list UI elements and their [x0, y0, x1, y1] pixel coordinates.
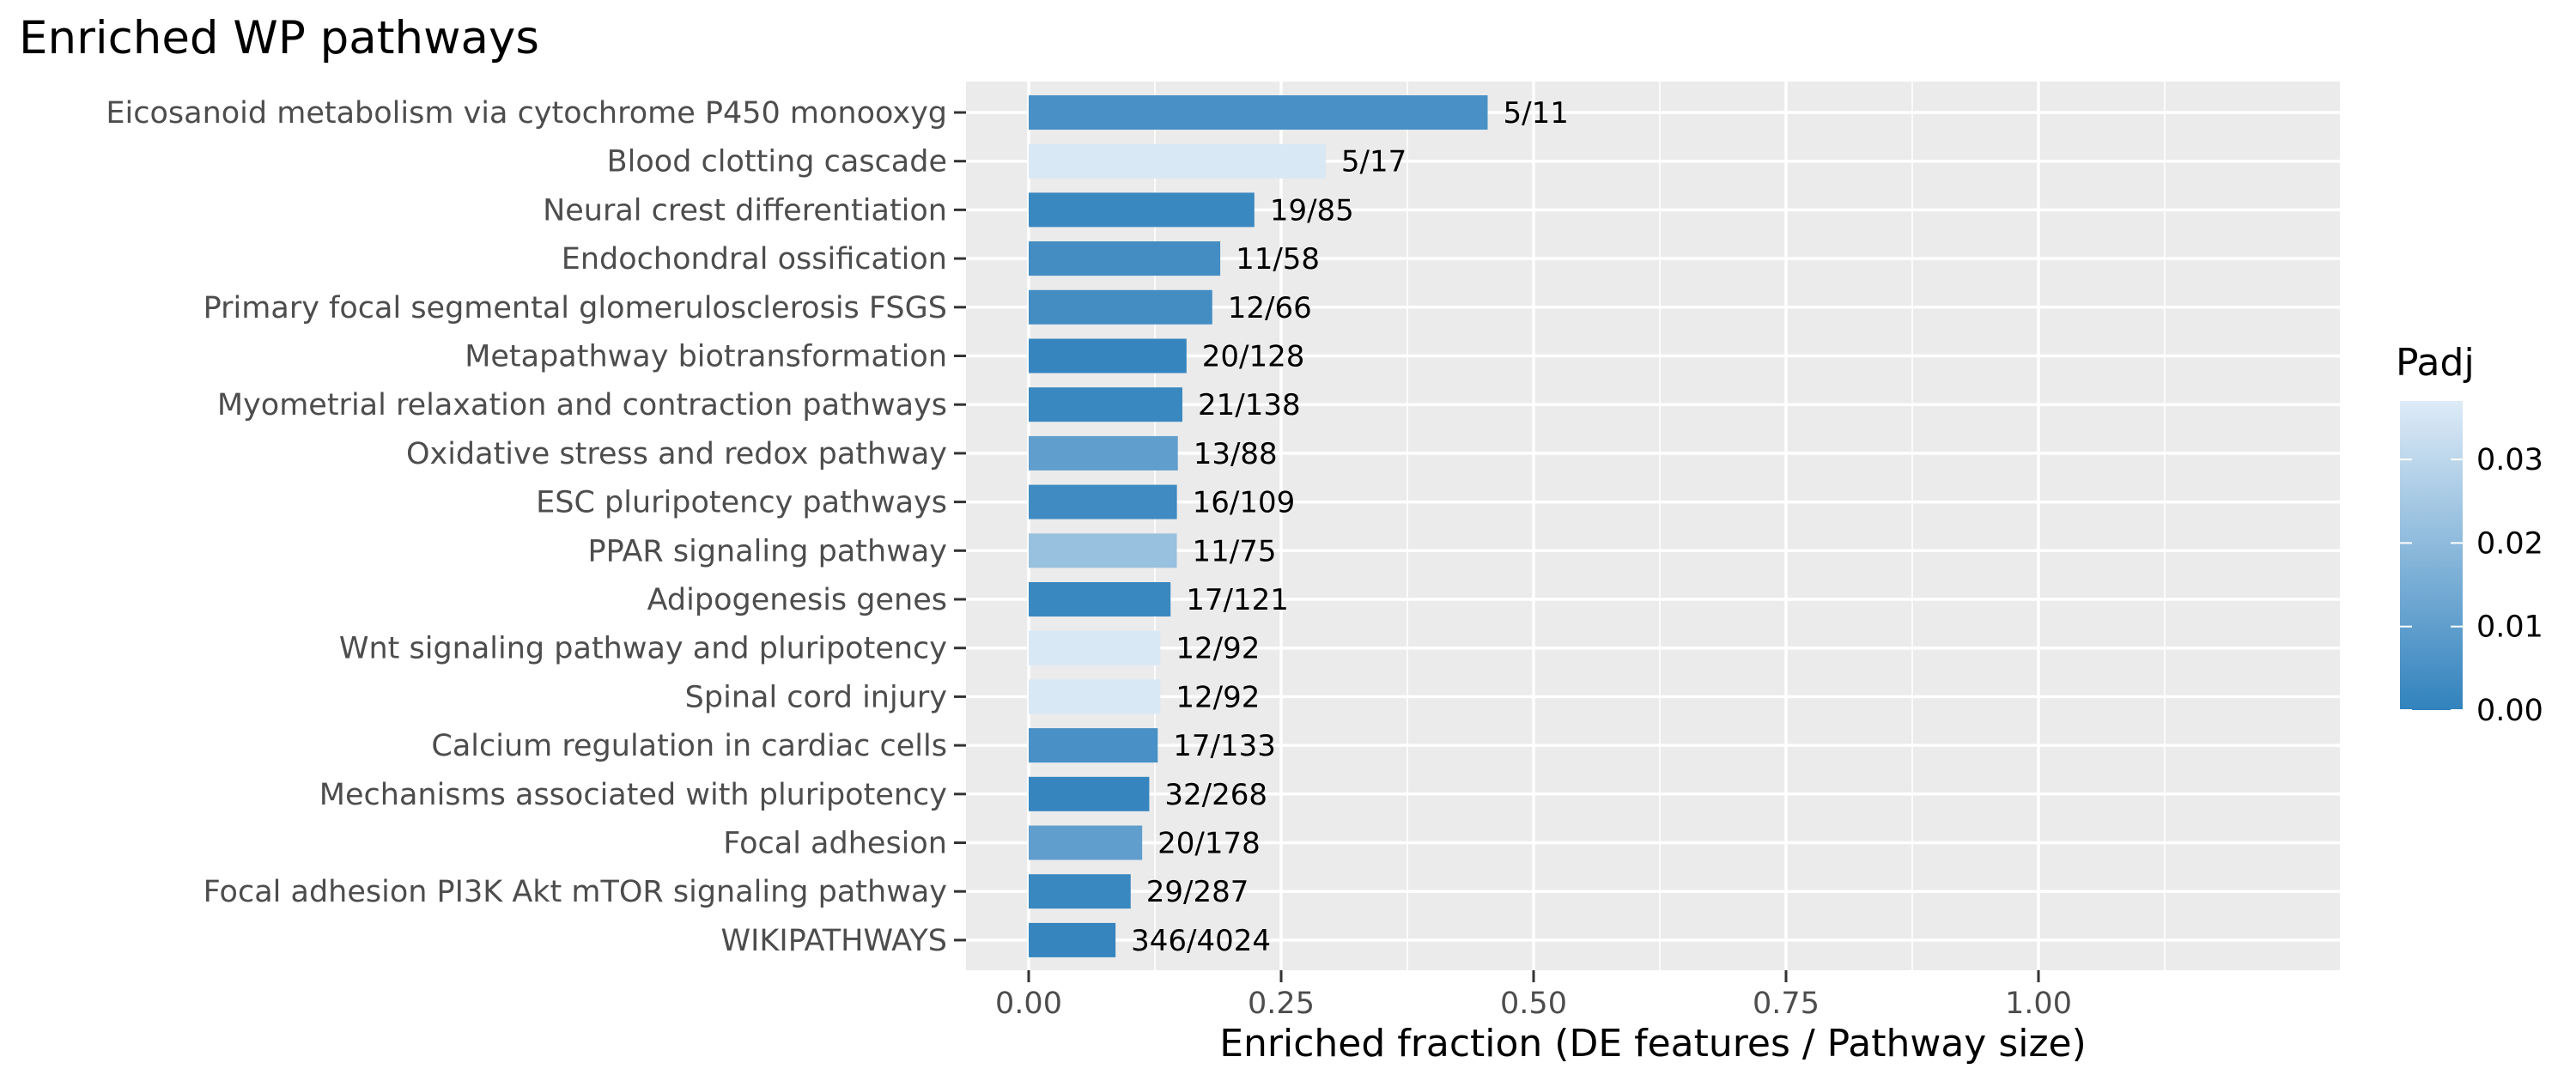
bar-value-label: 21/138 — [1198, 388, 1301, 422]
legend-tick-label: 0.02 — [2476, 526, 2543, 561]
category-label: Calcium regulation in cardiac cells — [431, 729, 947, 763]
bar — [1029, 338, 1187, 373]
bar — [1029, 582, 1171, 616]
category-label: Oxidative stress and redox pathway — [406, 437, 947, 471]
bar-value-label: 20/128 — [1202, 340, 1305, 374]
bar — [1029, 289, 1212, 325]
bar-value-label: 17/133 — [1173, 729, 1276, 763]
bar-value-label: 20/178 — [1157, 827, 1261, 861]
category-label: Eicosanoid metabolism via cytochrome P45… — [106, 96, 947, 131]
x-axis-title: Enriched fraction (DE features / Pathway… — [1219, 1022, 2087, 1066]
bar-value-label: 11/75 — [1193, 534, 1277, 568]
bar-value-label: 11/58 — [1236, 242, 1320, 276]
bar-value-label: 12/66 — [1228, 291, 1312, 325]
category-label: Focal adhesion — [723, 827, 947, 861]
category-label: Neural crest differentiation — [543, 193, 947, 228]
legend-title: Padj — [2396, 341, 2475, 385]
category-label: Primary focal segmental glomeruloscleros… — [204, 291, 947, 325]
x-tick-label: 0.75 — [1753, 987, 1820, 1021]
bar-value-label: 19/85 — [1270, 193, 1354, 228]
bar — [1029, 484, 1177, 519]
category-label: Focal adhesion PI3K Akt mTOR signaling p… — [204, 875, 947, 909]
bar-value-label: 12/92 — [1176, 632, 1260, 666]
category-label: Myometrial relaxation and contraction pa… — [217, 388, 947, 422]
category-label: PPAR signaling pathway — [588, 534, 948, 568]
bar — [1029, 435, 1178, 471]
category-label: Wnt signaling pathway and pluripotency — [339, 632, 947, 666]
legend-ticks: 0.00 0.01 0.02 0.03 — [2400, 443, 2543, 728]
bar-value-label: 32/268 — [1164, 778, 1267, 812]
bar — [1029, 776, 1150, 811]
bar — [1029, 387, 1182, 422]
category-label: Endochondral ossification — [562, 242, 947, 276]
bar — [1029, 825, 1143, 860]
x-axis: 0.00 0.25 0.50 0.75 1.00 — [995, 970, 2072, 1021]
category-label: Spinal cord injury — [685, 680, 947, 714]
bar-value-label: 13/88 — [1194, 437, 1278, 471]
x-tick-label: 0.25 — [1248, 987, 1315, 1021]
x-tick-label: 0.00 — [995, 987, 1062, 1021]
bar-value-label: 16/109 — [1193, 486, 1296, 520]
legend-colorbar — [2400, 401, 2463, 710]
category-label: WIKIPATHWAYS — [720, 924, 947, 958]
grid-lines — [966, 82, 2340, 970]
bar — [1029, 143, 1326, 179]
bar-value-label: 29/287 — [1146, 875, 1249, 909]
bar — [1029, 922, 1116, 957]
bar-value-label: 346/4024 — [1131, 924, 1271, 958]
bar — [1029, 241, 1221, 276]
bar — [1029, 192, 1255, 228]
plot-panel — [966, 82, 2340, 970]
bar-value-label: 17/121 — [1186, 583, 1289, 617]
x-tick-label: 0.50 — [1500, 987, 1567, 1021]
bar-value-label: 5/17 — [1341, 145, 1406, 179]
bar — [1029, 679, 1161, 714]
bar — [1029, 728, 1158, 763]
x-tick-label: 1.00 — [2005, 987, 2072, 1021]
y-axis: Eicosanoid metabolism via cytochrome P45… — [106, 96, 966, 958]
legend-tick-label: 0.03 — [2476, 443, 2543, 477]
category-label: Mechanisms associated with pluripotency — [319, 778, 947, 812]
bar — [1029, 533, 1177, 568]
category-label: Blood clotting cascade — [607, 145, 947, 179]
category-label: Adipogenesis genes — [647, 583, 947, 617]
bar — [1029, 630, 1161, 665]
bar — [1029, 95, 1488, 130]
bar-labels: 5/11 5/17 19/85 11/58 12/66 20/128 21/138 13/88… — [1131, 96, 1569, 958]
category-label: ESC pluripotency pathways — [536, 486, 947, 520]
bar — [1029, 874, 1131, 909]
legend-tick-label: 0.01 — [2476, 610, 2543, 645]
category-label: Metapathway biotransformation — [465, 340, 947, 374]
legend-tick-label: 0.00 — [2476, 694, 2543, 728]
bar-value-label: 5/11 — [1503, 96, 1568, 131]
color-legend: Padj 0.00 0.01 0.02 0.03 — [2396, 341, 2543, 728]
bar-value-label: 12/92 — [1176, 680, 1260, 714]
chart-title: Enriched WP pathways — [19, 12, 539, 64]
bars — [1029, 95, 1488, 957]
